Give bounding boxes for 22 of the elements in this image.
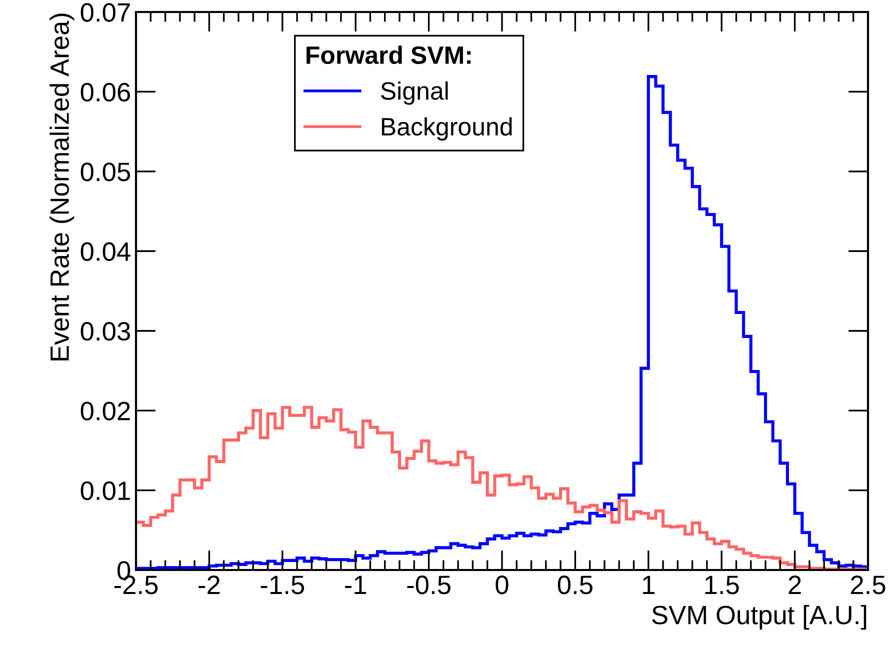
y-tick-label: 0.01 (80, 481, 130, 500)
legend-label: Background (382, 117, 512, 141)
y-tick-label: 0.03 (80, 322, 130, 341)
x-tick-label: -0.5 (407, 576, 450, 594)
x-tick-label: -1.5 (260, 576, 304, 594)
x-tick-label: 2 (788, 576, 801, 594)
x-tick-label: 0.5 (558, 576, 592, 594)
y-tick-label: 0.04 (80, 242, 130, 261)
y-tick-label: 0.07 (80, 3, 130, 22)
y-tick-label: 0.06 (80, 82, 130, 102)
x-tick-label: 0 (496, 576, 508, 594)
y-tick-label: 0.05 (80, 162, 130, 182)
x-axis-title: SVM Output [A.U.] (652, 605, 866, 630)
legend-title: Forward SVM: (306, 46, 471, 64)
x-tick-label: 1.5 (705, 576, 739, 594)
legend-label: Signal (381, 81, 448, 105)
x-tick-label: 2.5 (850, 576, 886, 594)
y-tick-label: 0.02 (80, 402, 130, 420)
x-tick-label: 1 (643, 576, 654, 594)
x-tick-label: -2 (198, 576, 220, 594)
y-axis-title: Event Rate (Normalized Area) (50, 14, 74, 360)
x-tick-label: -1 (345, 576, 366, 594)
